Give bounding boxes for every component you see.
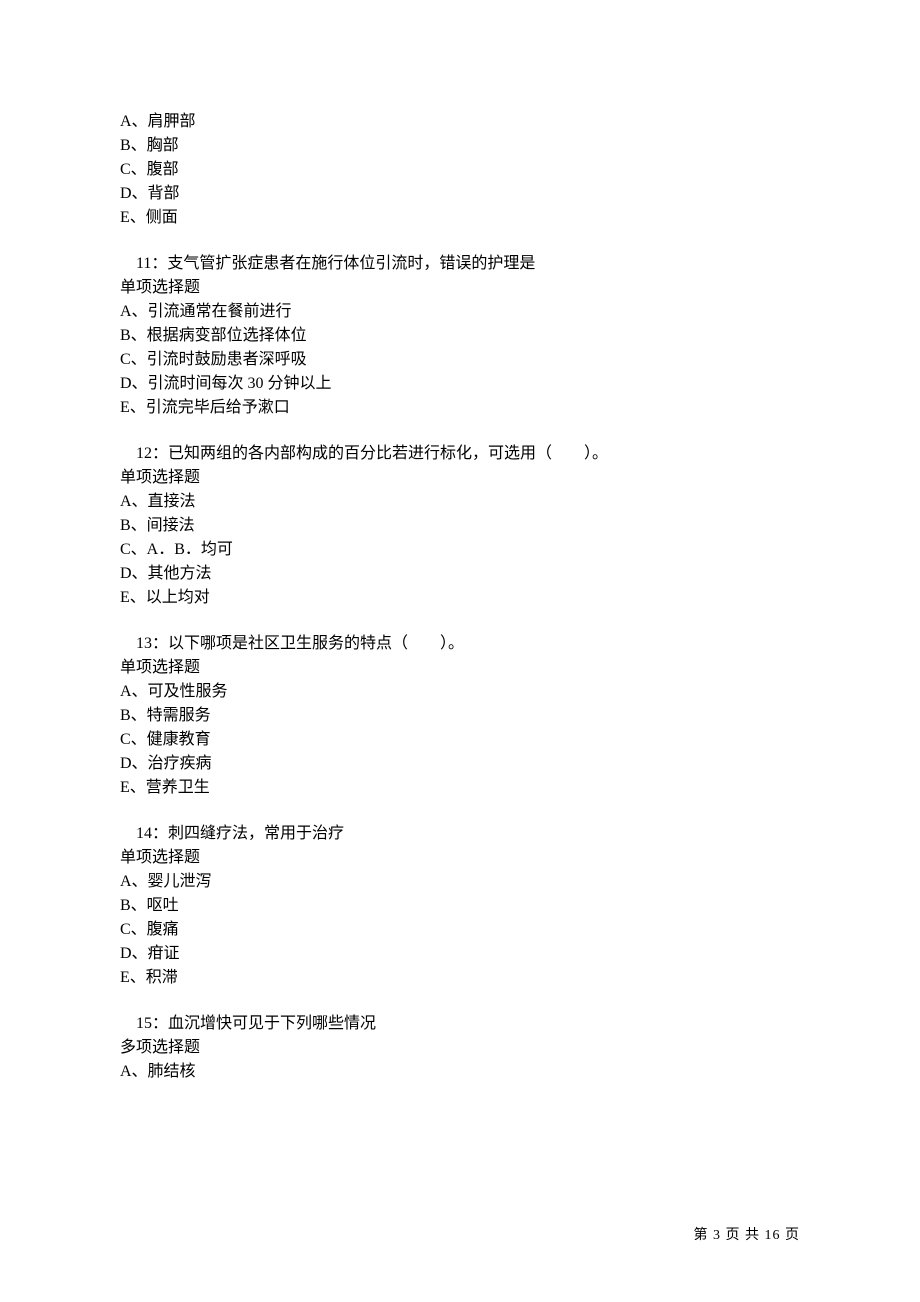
option-line: C、腹部 — [120, 158, 800, 182]
option-line: C、A．B．均可 — [120, 538, 800, 562]
option-line: E、引流完毕后给予漱口 — [120, 396, 800, 420]
footer-middle: 页 共 — [721, 1228, 765, 1243]
question-type: 单项选择题 — [120, 846, 800, 870]
question-text: ：刺四缝疗法，常用于治疗 — [152, 825, 344, 842]
question-text: ：已知两组的各内部构成的百分比若进行标化，可选用（ ）。 — [152, 445, 608, 462]
question-type: 单项选择题 — [120, 466, 800, 490]
option-line: A、引流通常在餐前进行 — [120, 300, 800, 324]
option-line: E、侧面 — [120, 206, 800, 230]
question-number: 11 — [136, 255, 151, 272]
option-line: C、腹痛 — [120, 918, 800, 942]
question-text: ：以下哪项是社区卫生服务的特点（ ）。 — [152, 635, 464, 652]
option-line: E、积滞 — [120, 966, 800, 990]
question-type: 单项选择题 — [120, 276, 800, 300]
option-line: B、间接法 — [120, 514, 800, 538]
question-14: 14：刺四缝疗法，常用于治疗 单项选择题 A、婴儿泄泻 B、呕吐 C、腹痛 D、… — [120, 822, 800, 990]
question-number: 13 — [136, 635, 152, 652]
question-type: 单项选择题 — [120, 656, 800, 680]
option-line: B、特需服务 — [120, 704, 800, 728]
option-line: B、呕吐 — [120, 894, 800, 918]
footer-page-total: 16 — [765, 1228, 781, 1243]
question-number: 14 — [136, 825, 152, 842]
question-number: 12 — [136, 445, 152, 462]
question-text: ：支气管扩张症患者在施行体位引流时，错误的护理是 — [151, 255, 535, 272]
question-11: 11：支气管扩张症患者在施行体位引流时，错误的护理是 单项选择题 A、引流通常在… — [120, 252, 800, 420]
option-line: A、直接法 — [120, 490, 800, 514]
question-title: 11：支气管扩张症患者在施行体位引流时，错误的护理是 — [120, 252, 800, 276]
option-line: B、根据病变部位选择体位 — [120, 324, 800, 348]
option-line: C、健康教育 — [120, 728, 800, 752]
question-12: 12：已知两组的各内部构成的百分比若进行标化，可选用（ ）。 单项选择题 A、直… — [120, 442, 800, 610]
option-line: A、婴儿泄泻 — [120, 870, 800, 894]
footer-prefix: 第 — [694, 1228, 714, 1243]
question-13: 13：以下哪项是社区卫生服务的特点（ ）。 单项选择题 A、可及性服务 B、特需… — [120, 632, 800, 800]
question-type: 多项选择题 — [120, 1036, 800, 1060]
option-line: D、治疗疾病 — [120, 752, 800, 776]
question-title: 12：已知两组的各内部构成的百分比若进行标化，可选用（ ）。 — [120, 442, 800, 466]
leading-options-block: A、肩胛部 B、胸部 C、腹部 D、背部 E、侧面 — [120, 110, 800, 230]
footer-suffix: 页 — [781, 1228, 801, 1243]
question-title: 15：血沉增快可见于下列哪些情况 — [120, 1012, 800, 1036]
option-line: A、肺结核 — [120, 1060, 800, 1084]
option-line: D、其他方法 — [120, 562, 800, 586]
page-container: A、肩胛部 B、胸部 C、腹部 D、背部 E、侧面 11：支气管扩张症患者在施行… — [0, 0, 920, 1302]
option-line: B、胸部 — [120, 134, 800, 158]
question-title: 13：以下哪项是社区卫生服务的特点（ ）。 — [120, 632, 800, 656]
option-line: C、引流时鼓励患者深呼吸 — [120, 348, 800, 372]
option-line: E、营养卫生 — [120, 776, 800, 800]
option-line: E、以上均对 — [120, 586, 800, 610]
option-line: A、可及性服务 — [120, 680, 800, 704]
option-line: D、引流时间每次 30 分钟以上 — [120, 372, 800, 396]
footer-page-current: 3 — [713, 1228, 721, 1243]
question-15: 15：血沉增快可见于下列哪些情况 多项选择题 A、肺结核 — [120, 1012, 800, 1084]
question-number: 15 — [136, 1015, 152, 1032]
page-footer: 第 3 页 共 16 页 — [694, 1225, 801, 1246]
option-line: D、背部 — [120, 182, 800, 206]
question-title: 14：刺四缝疗法，常用于治疗 — [120, 822, 800, 846]
question-text: ：血沉增快可见于下列哪些情况 — [152, 1015, 376, 1032]
option-line: D、疳证 — [120, 942, 800, 966]
option-line: A、肩胛部 — [120, 110, 800, 134]
